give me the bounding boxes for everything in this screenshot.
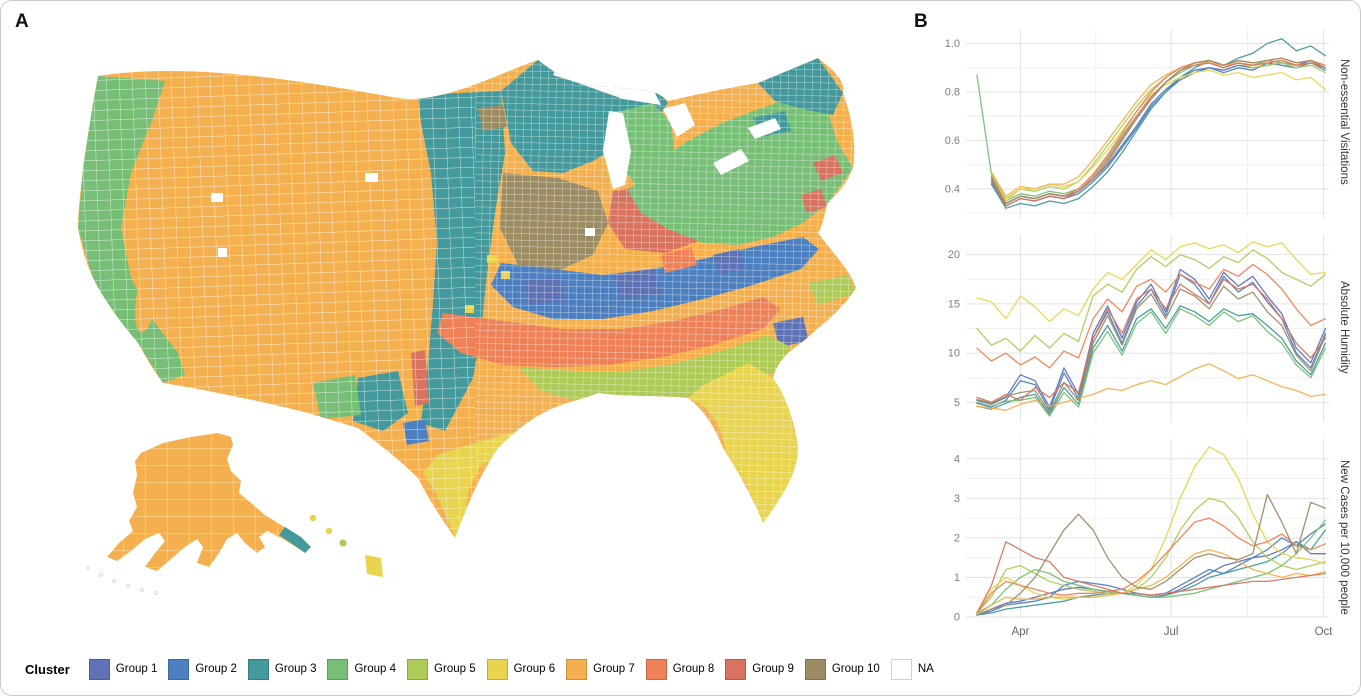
legend-swatch [890, 658, 912, 680]
y-tick-label: 15 [948, 298, 960, 310]
legend-swatch [804, 658, 826, 680]
humidity-chart: 5 10 15 20 [948, 235, 1329, 422]
legend-label: Group 9 [752, 663, 794, 675]
us-county-cluster-map [78, 58, 856, 595]
visitations-strip-label: Non-essential Visitations [1338, 59, 1350, 185]
series-group-10 [976, 285, 1327, 413]
series-group-8 [976, 517, 1327, 614]
legend-item-group-3: Group 3 [247, 658, 317, 680]
y-tick-label: 0.8 [945, 87, 960, 99]
series-group-10 [976, 493, 1327, 616]
series-group-9 [976, 278, 1327, 403]
legend-item-group-10: Group 10 [804, 658, 880, 680]
series-group-7 [990, 59, 1327, 197]
y-tick-label: 5 [954, 397, 960, 409]
x-tick-label: Jul [1164, 626, 1179, 638]
legend-label: NA [917, 663, 934, 675]
legend-label: Group 2 [195, 663, 237, 675]
legend-label: Group 4 [354, 663, 397, 675]
y-tick-label: 1.0 [945, 38, 960, 50]
legend-item-na: NA [890, 658, 934, 680]
aleutian-islands [86, 566, 158, 595]
legend-item-group-9: Group 9 [725, 658, 794, 680]
series-group-4 [976, 308, 1327, 417]
series-group-10 [990, 57, 1327, 205]
new-cases-chart-row: 0 1 2 3 4 Apr Jul Oct New Cases per 10,000 peop… [934, 431, 1358, 643]
new-cases-strip-label: New Cases per 10,000 people [1338, 459, 1350, 615]
legend-label: Group 7 [593, 663, 635, 675]
humidity-chart-row: 5 10 15 20 Absolute Humidity [934, 227, 1358, 427]
y-tick-label: 3 [954, 493, 960, 505]
hawaii-region [309, 514, 383, 577]
legend-label: Group 8 [672, 663, 715, 675]
legend-item-group-4: Group 4 [327, 658, 397, 680]
series-group-1 [990, 59, 1327, 205]
visitations-chart: 0.4 0.6 0.8 1.0 [945, 29, 1329, 218]
legend-item-group-6: Group 6 [486, 658, 556, 680]
series-group-7 [976, 549, 1327, 616]
series-group-7 [976, 363, 1327, 411]
legend-title: Cluster [25, 661, 70, 677]
cluster-legend: Cluster Group 1 Group 2 Group 3 Group 4 Grou… [25, 651, 934, 687]
y-tick-label: 0.4 [945, 183, 960, 195]
y-tick-label: 2 [954, 532, 960, 544]
x-tick-label: Oct [1315, 626, 1332, 638]
legend-label: Group 5 [434, 663, 476, 675]
x-tick-label: Apr [1011, 626, 1029, 638]
series-group-9 [976, 541, 1327, 614]
legend-label: Group 3 [274, 663, 317, 675]
legend-swatch [725, 658, 747, 680]
series-group-5 [976, 249, 1327, 352]
legend-swatch [566, 658, 588, 680]
legend-item-group-5: Group 5 [407, 658, 476, 680]
series-group-9 [990, 59, 1327, 207]
series-group-8 [976, 263, 1327, 369]
series-group-5 [976, 497, 1327, 614]
legend-items: Group 1 Group 2 Group 3 Group 4 Group 5 Group… [88, 658, 934, 680]
visitations-chart-row: 0.4 0.6 0.8 1.0 Non-essential Visitations [934, 21, 1358, 223]
legend-swatch [327, 658, 349, 680]
legend-swatch [407, 658, 429, 680]
y-tick-label: 1 [954, 572, 960, 584]
series-group-4 [976, 59, 1327, 202]
series-group-1 [976, 268, 1327, 408]
humidity-strip-label: Absolute Humidity [1338, 280, 1350, 374]
alaska-region [86, 433, 311, 595]
panel-a-label: A [15, 11, 29, 32]
legend-swatch [88, 658, 110, 680]
y-tick-label: 0.6 [945, 135, 960, 147]
legend-item-group-1: Group 1 [88, 658, 158, 680]
series-group-3 [976, 305, 1327, 415]
panel-b-label: B [914, 11, 928, 32]
time-series-panel: 0.4 0.6 0.8 1.0 Non-essential Visitations 5… [934, 21, 1358, 643]
legend-swatch [645, 658, 667, 680]
legend-swatch [486, 658, 508, 680]
series-group-3 [990, 38, 1327, 209]
series-group-5 [990, 59, 1327, 200]
legend-label: Group 6 [513, 663, 556, 675]
conus-region [78, 58, 856, 538]
y-tick-label: 4 [954, 453, 960, 465]
legend-swatch [168, 658, 190, 680]
y-tick-label: 10 [948, 348, 960, 360]
y-tick-label: 20 [948, 249, 960, 261]
series-group-1 [976, 541, 1327, 616]
legend-label: Group 10 [831, 663, 880, 675]
legend-label: Group 1 [115, 663, 158, 675]
legend-item-group-8: Group 8 [645, 658, 715, 680]
new-cases-chart: 0 1 2 3 4 Apr Jul Oct [954, 439, 1332, 638]
series-group-6 [976, 241, 1327, 323]
y-tick-label: 0 [954, 612, 960, 624]
legend-swatch [247, 658, 269, 680]
legend-item-group-2: Group 2 [168, 658, 237, 680]
legend-item-group-7: Group 7 [566, 658, 635, 680]
